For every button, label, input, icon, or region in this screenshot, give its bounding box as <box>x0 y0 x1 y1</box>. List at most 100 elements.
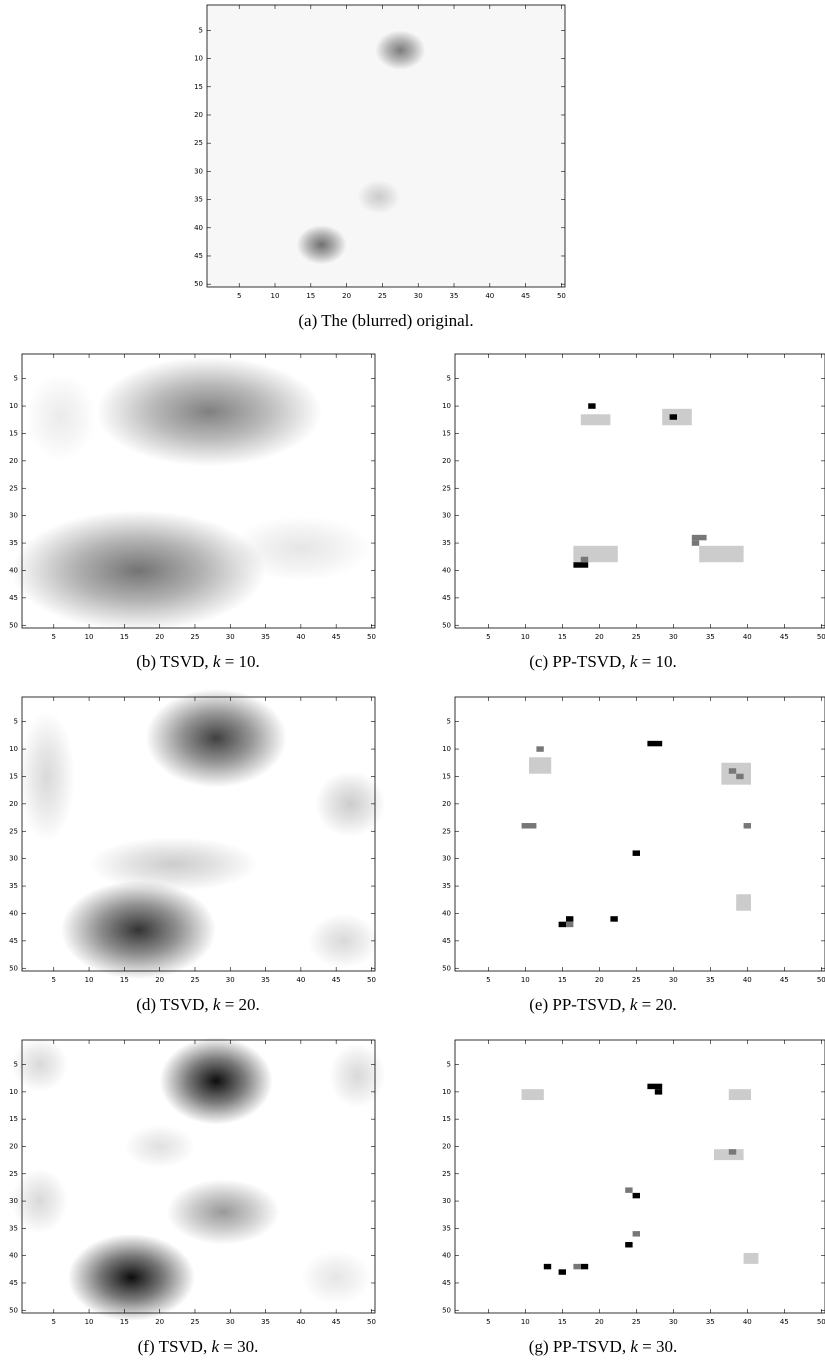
x-tick-label: 40 <box>485 292 494 300</box>
y-tick-label: 35 <box>194 196 203 204</box>
caption-text: (c) PP-TSVD, <box>529 652 625 671</box>
caption: (d) TSVD, k = 20. <box>136 995 260 1014</box>
x-tick-label: 25 <box>378 292 387 300</box>
y-tick-label: 10 <box>194 55 203 63</box>
y-tick-label: 30 <box>194 167 203 175</box>
x-tick-label: 20 <box>595 976 604 984</box>
caption: (g) PP-TSVD, k = 30. <box>529 1337 677 1356</box>
y-tick-label: 25 <box>9 484 18 492</box>
y-tick-label: 25 <box>442 484 451 492</box>
y-tick-label: 40 <box>442 1252 451 1260</box>
x-tick-label: 50 <box>817 633 825 641</box>
caption-param: k <box>211 1337 219 1356</box>
caption-text: (f) TSVD, <box>138 1337 208 1356</box>
x-tick-label: 20 <box>155 1318 164 1326</box>
y-tick-label: 15 <box>194 83 203 91</box>
x-tick-label: 10 <box>85 976 94 984</box>
x-tick-label: 30 <box>669 1318 678 1326</box>
panel: 5 10 15 20 25 30 35 40 45 50 5 10 15 20 25 30 35 40 45 50 (a… <box>194 4 566 330</box>
x-tick-label: 25 <box>632 633 641 641</box>
caption-value: = 10. <box>642 652 677 671</box>
y-tick-label: 45 <box>9 937 18 945</box>
caption: (e) PP-TSVD, k = 20. <box>529 995 676 1014</box>
caption-param: k <box>630 652 638 671</box>
y-tick-label: 35 <box>9 882 18 890</box>
x-tick-label: 35 <box>261 1318 270 1326</box>
y-tick-label: 25 <box>9 1170 18 1178</box>
y-tick-label: 25 <box>442 1170 451 1178</box>
y-tick-label: 15 <box>9 429 18 437</box>
y-tick-label: 30 <box>9 855 18 863</box>
y-tick-label: 15 <box>442 772 451 780</box>
panel: 5 10 15 20 25 30 35 40 45 50 5 10 15 20 25 30 35 40 45 50 (c… <box>442 353 825 671</box>
caption-value: = 10. <box>225 652 260 671</box>
y-tick-label: 20 <box>442 800 451 808</box>
image <box>11 356 372 631</box>
x-tick-label: 15 <box>306 292 315 300</box>
y-tick-label: 50 <box>442 621 451 629</box>
y-tick-label: 30 <box>442 512 451 520</box>
x-tick-label: 10 <box>85 1318 94 1326</box>
y-tick-label: 35 <box>442 1224 451 1232</box>
caption-param: k <box>630 1337 638 1356</box>
x-tick-label: 10 <box>521 976 530 984</box>
x-tick-label: 40 <box>296 1318 305 1326</box>
x-tick-label: 30 <box>414 292 423 300</box>
x-tick-label: 30 <box>669 633 678 641</box>
x-tick-label: 25 <box>191 976 200 984</box>
x-tick-label: 35 <box>450 292 459 300</box>
y-tick-label: 10 <box>442 1088 451 1096</box>
caption-text: (d) TSVD, <box>136 995 208 1014</box>
image <box>11 1037 386 1322</box>
x-tick-label: 10 <box>521 633 530 641</box>
y-tick-label: 45 <box>442 1279 451 1287</box>
x-tick-label: 20 <box>155 633 164 641</box>
x-tick-label: 40 <box>743 976 752 984</box>
y-tick-label: 45 <box>9 594 18 602</box>
axes-frame <box>454 1039 825 1314</box>
y-tick-label: 50 <box>9 1306 18 1314</box>
x-tick-label: 40 <box>743 633 752 641</box>
y-tick-label: 35 <box>442 539 451 547</box>
x-tick-label: 45 <box>332 976 341 984</box>
caption: (c) PP-TSVD, k = 10. <box>529 652 676 671</box>
x-tick-label: 15 <box>558 1318 567 1326</box>
y-tick-label: 10 <box>442 745 451 753</box>
x-tick-label: 20 <box>342 292 351 300</box>
x-tick-label: 5 <box>237 292 241 300</box>
y-tick-label: 30 <box>442 855 451 863</box>
caption: (b) TSVD, k = 10. <box>136 652 260 671</box>
y-tick-label: 10 <box>9 1088 18 1096</box>
y-tick-label: 40 <box>442 909 451 917</box>
x-tick-label: 5 <box>52 1318 56 1326</box>
caption: (a) The (blurred) original. <box>298 311 473 330</box>
x-tick-label: 50 <box>817 976 825 984</box>
panel: 5 10 15 20 25 30 35 40 45 50 5 10 15 20 25 30 35 40 45 50 (f… <box>9 1039 376 1356</box>
axes-frame <box>454 696 825 972</box>
caption-value: = 30. <box>223 1337 258 1356</box>
x-tick-label: 30 <box>226 633 235 641</box>
y-tick-label: 15 <box>442 429 451 437</box>
x-tick-label: 15 <box>120 976 129 984</box>
caption: (f) TSVD, k = 30. <box>138 1337 259 1356</box>
x-tick-label: 50 <box>367 1318 376 1326</box>
x-tick-label: 35 <box>706 976 715 984</box>
y-tick-label: 20 <box>194 111 203 119</box>
y-tick-label: 30 <box>442 1197 451 1205</box>
axes-frame <box>21 353 376 629</box>
x-tick-label: 15 <box>558 976 567 984</box>
x-tick-label: 50 <box>557 292 566 300</box>
y-tick-label: 5 <box>447 718 451 726</box>
x-tick-label: 10 <box>85 633 94 641</box>
x-tick-label: 30 <box>226 976 235 984</box>
y-tick-label: 30 <box>9 512 18 520</box>
y-tick-label: 50 <box>442 1306 451 1314</box>
x-tick-label: 5 <box>486 976 490 984</box>
x-tick-label: 15 <box>120 1318 129 1326</box>
x-tick-label: 25 <box>191 1318 200 1326</box>
x-tick-label: 45 <box>780 976 789 984</box>
axes-frame <box>21 696 376 972</box>
x-tick-label: 10 <box>271 292 280 300</box>
y-tick-label: 25 <box>9 827 18 835</box>
caption-text: (e) PP-TSVD, <box>529 995 625 1014</box>
